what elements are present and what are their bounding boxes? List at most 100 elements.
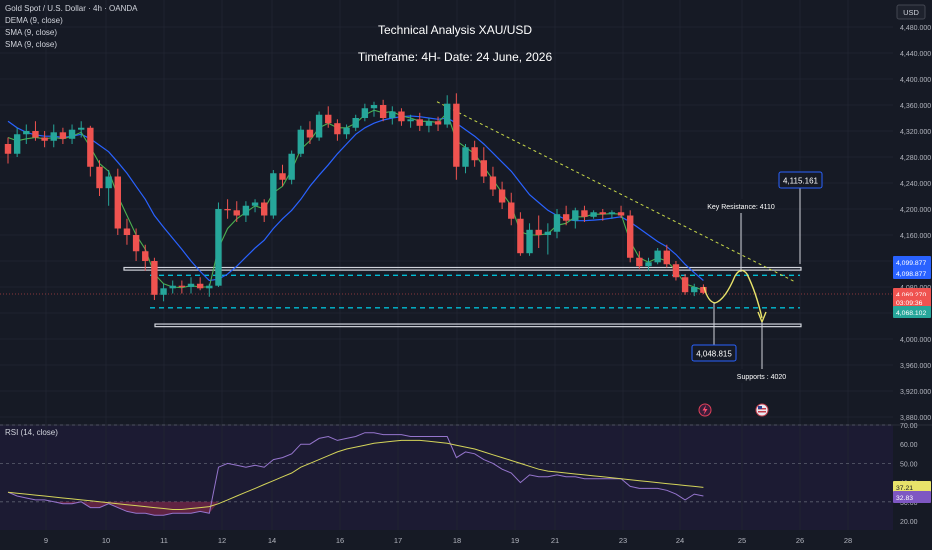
lightning-glyph-icon	[702, 405, 708, 415]
candle	[517, 218, 524, 254]
time-tick-label: 24	[676, 536, 684, 545]
rsi-tick-label: 50.00	[900, 461, 918, 468]
rsi-pane-background	[0, 425, 893, 530]
rsi-legend[interactable]: RSI (14, close)	[5, 428, 58, 437]
zone-top-tag: 4,099.877	[896, 260, 926, 267]
candle	[434, 121, 442, 125]
key-resistance-label: Key Resistance: 4110	[707, 204, 775, 211]
time-axis: 9 10 11 12 14 16 17 18 19 21 23 24 25 26 28	[44, 536, 852, 545]
price-tick-label: 4,440.000	[900, 51, 931, 58]
candle	[50, 132, 57, 141]
currency-label: USD	[903, 8, 919, 17]
candle	[279, 173, 286, 180]
price-tick-label: 4,200.000	[900, 207, 931, 214]
flag-canton-icon	[758, 406, 762, 409]
price-tick-label: 3,920.000	[900, 389, 931, 396]
rsi-value-tag: 37.21	[896, 485, 913, 492]
rsi-tick-label: 20.00	[900, 519, 918, 526]
candle	[23, 131, 30, 135]
candle	[13, 134, 21, 154]
chart-title: Technical Analysis XAU/USD	[378, 23, 532, 37]
support-zone	[154, 323, 802, 328]
key-resistance-callout: Key Resistance: 4110	[707, 199, 775, 213]
candle	[627, 215, 634, 258]
candle	[242, 205, 250, 216]
candle	[508, 202, 515, 219]
price-tick-label: 3,960.000	[900, 363, 931, 370]
last-price-tag: 4,069.270	[896, 292, 926, 299]
candle	[151, 261, 158, 295]
time-tick-label: 16	[336, 536, 344, 545]
sma-line	[7, 115, 704, 282]
candle	[315, 114, 323, 138]
countdown-tag: 03:09:36	[896, 300, 923, 307]
sma-legend-1[interactable]: SMA (9, close)	[5, 28, 58, 37]
candle	[581, 210, 588, 217]
candle	[453, 103, 460, 167]
candle	[132, 235, 140, 252]
time-tick-label: 18	[453, 536, 461, 545]
candle	[196, 283, 204, 289]
candle	[370, 105, 378, 109]
candle	[87, 127, 94, 167]
dema-legend[interactable]: DEMA (9, close)	[5, 16, 63, 25]
high-callout-label: 4,115.161	[783, 177, 819, 186]
us-flag-icon[interactable]	[755, 403, 769, 417]
rsi-tick-label: 60.00	[900, 442, 918, 449]
projection-sketch	[703, 188, 801, 369]
projection-path	[703, 269, 763, 319]
candle	[261, 202, 268, 216]
candle	[599, 212, 606, 215]
candle	[407, 119, 414, 122]
candle	[288, 153, 295, 180]
rsi-ma-line	[7, 439, 704, 510]
candle	[498, 189, 506, 203]
candle	[489, 176, 497, 190]
candle	[59, 132, 67, 139]
candle	[572, 210, 579, 221]
rsi-line	[7, 432, 704, 516]
candle	[471, 147, 478, 161]
candle	[700, 287, 707, 293]
candle	[187, 283, 195, 287]
sma-value-tag-bg	[893, 306, 931, 318]
price-tick-label: 4,360.000	[900, 103, 931, 110]
time-tick-label: 11	[160, 536, 168, 545]
candle	[105, 176, 112, 189]
price-tick-label: 4,400.000	[900, 77, 931, 84]
high-callout: 4,115.161	[778, 171, 823, 189]
price-tick-label: 4,000.000	[900, 337, 931, 344]
candle	[645, 262, 652, 267]
chart-subtitle: Timeframe: 4H- Date: 24 June, 2026	[358, 50, 553, 64]
candle	[654, 250, 661, 263]
time-tick-label: 12	[218, 536, 226, 545]
event-icons[interactable]	[698, 403, 769, 417]
sma-legend-2[interactable]: SMA (9, close)	[5, 40, 58, 49]
countdown-tag-bg	[893, 296, 931, 308]
candle	[608, 212, 616, 215]
candle	[636, 257, 643, 267]
time-tick-label: 17	[394, 536, 402, 545]
candle	[416, 119, 423, 126]
rsi-tick-label: 30.00	[900, 500, 918, 507]
rsi-tick-label: 70.00	[900, 423, 918, 430]
grid	[0, 0, 932, 530]
candle	[361, 108, 369, 118]
candles[interactable]	[4, 93, 707, 302]
currency-badge[interactable]: USD	[896, 4, 926, 20]
trendline	[436, 101, 796, 283]
candle	[160, 288, 167, 295]
candle	[544, 231, 552, 235]
zone-mid-tag: 4,098.877	[896, 271, 926, 278]
candle	[142, 251, 149, 261]
candle	[32, 131, 39, 138]
price-tick-label: 4,240.000	[900, 181, 931, 188]
time-tick-label: 10	[102, 536, 110, 545]
symbol-legend[interactable]: Gold Spot / U.S. Dollar · 4h · OANDA	[5, 4, 138, 13]
candle	[233, 210, 240, 216]
candle	[215, 209, 222, 286]
candle	[562, 214, 570, 221]
candle	[352, 118, 359, 128]
low-callout-label: 4,048.815	[696, 350, 732, 359]
